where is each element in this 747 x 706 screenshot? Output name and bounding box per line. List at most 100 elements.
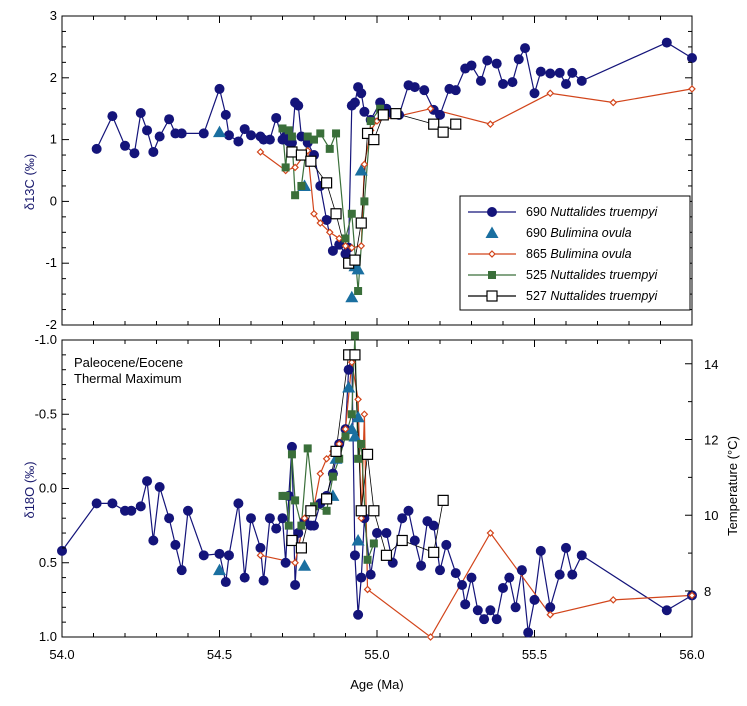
top-point-s2-15 — [486, 120, 495, 128]
bottom-point-s0-60 — [472, 605, 483, 616]
bottom-point-s3-9 — [328, 472, 337, 481]
top-point-s0-59 — [498, 78, 508, 89]
top-point-s0-5 — [142, 125, 153, 136]
bottom-point-s0-6 — [142, 476, 153, 487]
x-tick-label: 56.0 — [679, 647, 704, 662]
bottom-y-tick-label: -0.5 — [35, 406, 57, 421]
bottom-point-s0-28 — [290, 580, 301, 591]
top-point-s4-14 — [450, 118, 462, 130]
top-point-s0-58 — [491, 58, 502, 69]
top-point-s0-71 — [687, 53, 697, 64]
legend-marker-3 — [488, 271, 496, 279]
bottom-point-s0-9 — [164, 513, 175, 524]
top-point-s3-10 — [332, 129, 341, 138]
top-point-s4-11 — [390, 108, 402, 120]
bottom-point-s0-65 — [504, 572, 515, 583]
bottom-point-s0-70 — [535, 545, 546, 556]
bottom-point-s0-19 — [246, 513, 256, 524]
bottom-point-s0-49 — [403, 505, 414, 516]
bottom-point-s4-8 — [361, 448, 374, 460]
bottom-y-tick-label: -1.0 — [35, 332, 57, 347]
bottom-point-s0-15 — [220, 577, 231, 588]
bottom-point-s0-27 — [286, 441, 297, 452]
top-point-s0-10 — [176, 128, 187, 139]
bottom-point-s0-45 — [372, 528, 382, 539]
legend-marker-2 — [488, 250, 496, 258]
top-point-s2-18 — [688, 85, 696, 93]
bottom-point-s0-12 — [183, 505, 193, 516]
top-point-s0-14 — [223, 130, 234, 141]
top-point-s0-67 — [561, 78, 571, 89]
bottom-point-s0-69 — [529, 594, 540, 605]
top-point-s0-15 — [233, 136, 244, 147]
top-point-s2-6 — [325, 228, 334, 237]
top-point-s2-0 — [256, 148, 265, 156]
x-tick-label: 55.5 — [522, 647, 547, 662]
legend-box — [459, 195, 691, 311]
top-point-s0-62 — [520, 43, 531, 54]
top-point-s3-2 — [284, 126, 293, 135]
bottom-y-tick-label: 0.0 — [39, 481, 57, 496]
bottom-point-s0-4 — [126, 505, 137, 516]
bottom-point-s1-0 — [213, 563, 226, 576]
legend-species-0: Nuttalides truempyi — [550, 205, 658, 219]
bottom-point-s4-6 — [349, 349, 361, 361]
legend-site-0: 690 — [526, 205, 550, 219]
bottom-point-s0-13 — [198, 550, 209, 561]
bottom-point-s0-48 — [397, 513, 408, 524]
bottom-point-s2-15 — [486, 529, 495, 537]
legend-label-1: 690 Bulimina ovula — [526, 226, 632, 240]
bottom-point-s3-16 — [363, 555, 372, 564]
bottom-point-s2-2 — [300, 514, 309, 523]
x-tick-label: 55.0 — [364, 647, 389, 662]
bottom-point-s4-9 — [368, 505, 380, 517]
top-point-s0-7 — [154, 131, 165, 142]
bottom-point-s4-10 — [380, 549, 393, 561]
top-point-s0-48 — [409, 82, 420, 93]
top-point-s0-38 — [349, 97, 360, 108]
top-point-s0-41 — [359, 106, 370, 117]
bottom-point-s0-46 — [381, 528, 392, 539]
top-point-s0-12 — [214, 83, 225, 94]
legend-site-4: 527 — [526, 289, 550, 303]
bottom-point-s2-16 — [546, 610, 555, 619]
bottom-point-s4-2 — [305, 505, 317, 517]
bottom-point-s0-61 — [479, 614, 490, 625]
bottom-point-s0-1 — [91, 498, 102, 509]
top-point-s2-11 — [360, 160, 369, 169]
bottom-point-s2-13 — [363, 585, 372, 594]
bottom-point-s0-58 — [460, 599, 471, 610]
top-y-tick-label: -1 — [45, 255, 57, 270]
top-point-s0-61 — [513, 54, 524, 65]
top-point-s4-13 — [437, 126, 449, 138]
top-point-s3-13 — [354, 287, 363, 296]
bottom-y-axis-label: δ18O (‰) — [22, 461, 37, 518]
bottom-point-s3-17 — [369, 539, 378, 548]
top-point-s0-27 — [293, 100, 304, 111]
bottom-point-s0-7 — [148, 535, 159, 546]
bottom-point-s1-8 — [351, 533, 365, 546]
top-point-s2-14 — [426, 104, 435, 113]
bottom-point-s2-4 — [316, 469, 325, 478]
bottom-point-s4-1 — [295, 542, 307, 554]
top-point-s0-17 — [246, 130, 256, 141]
top-point-s0-4 — [135, 108, 146, 119]
bottom-point-s0-24 — [277, 513, 288, 524]
bottom-point-s0-22 — [264, 513, 275, 524]
bottom-point-s3-5 — [297, 521, 306, 530]
bottom-point-s0-50 — [409, 535, 420, 546]
top-point-s4-9 — [368, 134, 380, 146]
top-point-s0-33 — [327, 245, 338, 256]
bottom-y2-tick-label: 8 — [704, 584, 711, 599]
top-point-s3-6 — [303, 132, 312, 141]
top-y-tick-label: 3 — [50, 8, 57, 23]
bottom-point-s3-14 — [354, 454, 363, 463]
top-point-s3-16 — [376, 104, 385, 113]
top-point-s3-15 — [366, 117, 375, 126]
top-point-s2-5 — [316, 219, 325, 227]
top-point-s4-4 — [330, 208, 342, 220]
top-point-s0-63 — [529, 88, 540, 99]
top-point-s0-3 — [129, 148, 140, 159]
bottom-point-s0-55 — [441, 539, 452, 550]
legend-site-1: 690 — [526, 226, 550, 240]
